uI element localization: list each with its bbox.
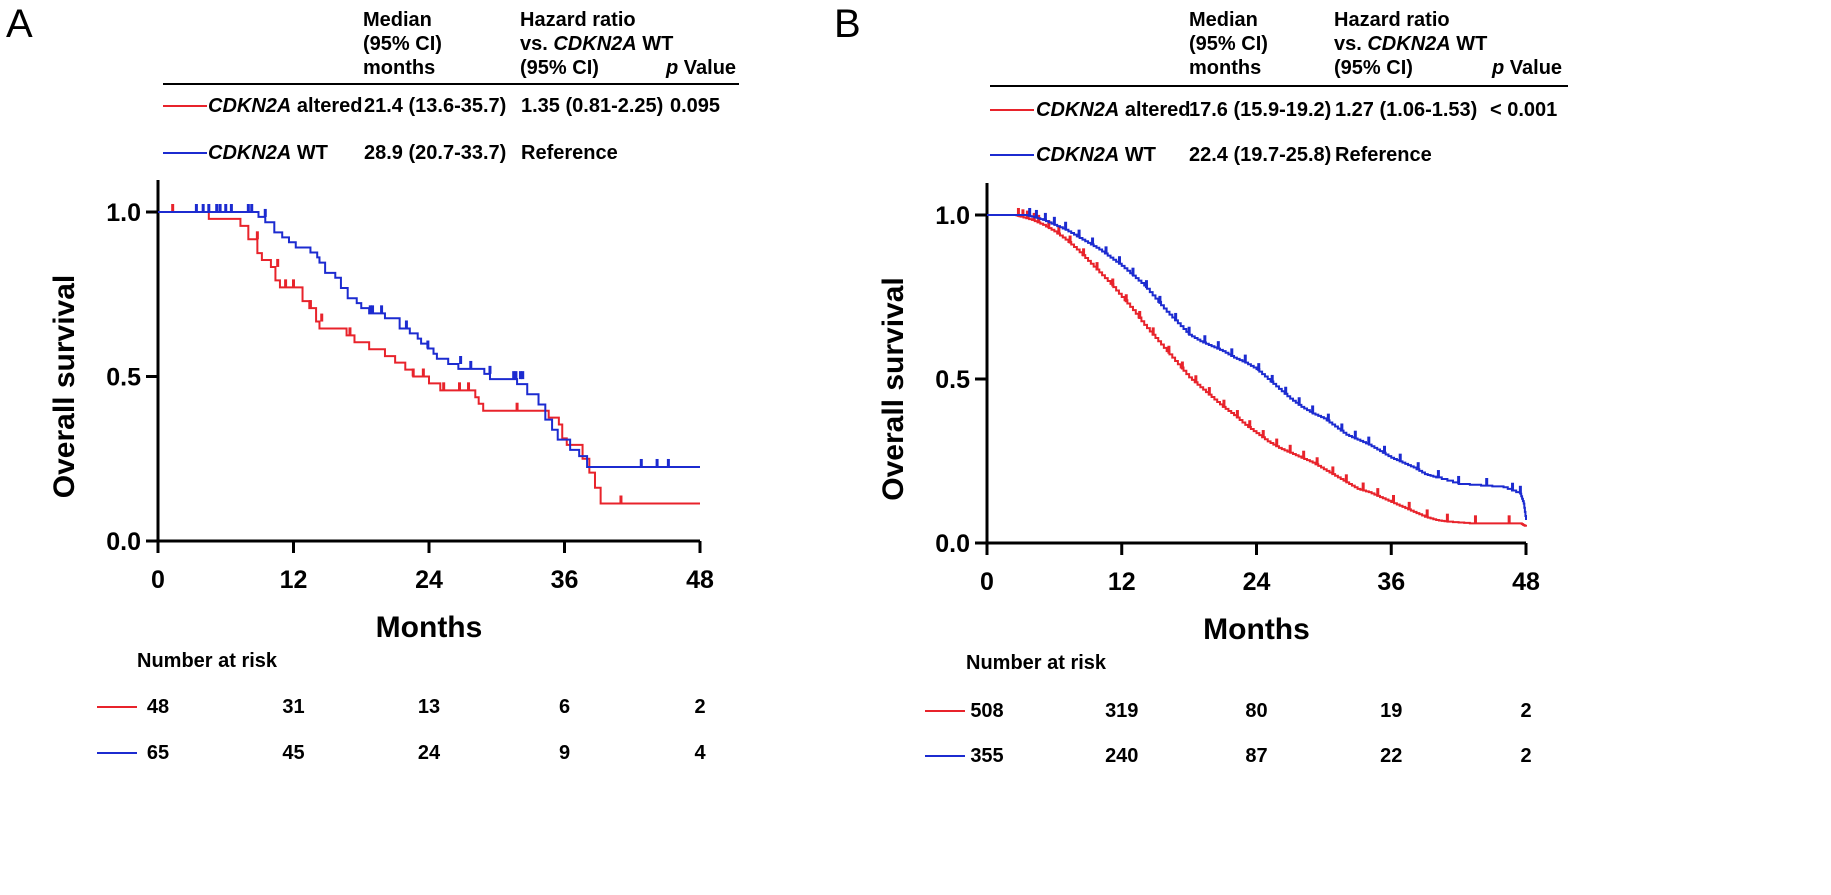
header-hazard-ratio-b: Hazard ratio vs. CDKN2A WT (95% CI) [1334,9,1488,79]
x-tick-label: 48 [686,566,714,594]
x-axis-label: Months [376,611,483,644]
at-risk-altered: 2 [1520,700,1532,722]
x-axis-label: Months [1203,613,1310,646]
x-tick-label: 36 [1377,568,1405,596]
at-risk-wt: 240 [1105,745,1139,767]
header-p-value: p Value [666,57,737,79]
hazard-altered-b: 1.27 (1.06-1.53) [1335,99,1478,121]
panel-letter-a: A [6,2,33,46]
at-risk-wt: 87 [1245,745,1268,767]
at-risk-altered: 19 [1380,700,1403,722]
header-p-value-b: p Value [1492,57,1563,79]
median-wt: 28.9 (20.7-33.7) [364,142,507,164]
at-risk-altered: 508 [970,700,1004,722]
panel-a: A Median (95% CI) months Hazard ratio vs… [0,0,915,895]
panel-b: B Median (95% CI) months Hazard ratio vs… [834,0,1831,895]
median-altered-b: 17.6 (15.9-19.2) [1189,99,1332,121]
header-median-b: Median (95% CI) months [1189,9,1268,79]
y-tick-label: 1.0 [935,202,970,230]
header-median: Median (95% CI) months [363,9,442,79]
p-value-altered: 0.095 [670,95,721,117]
p-value-altered-b: < 0.001 [1490,99,1558,121]
at-risk-altered: 48 [146,696,170,718]
at-risk-wt: 24 [417,742,441,764]
x-tick-label: 24 [1243,568,1271,596]
x-tick-label: 0 [980,568,994,596]
km-plot-b: 0 12 24 36 48 0.0 0.5 1.0 Months Overall survival [877,183,1540,646]
at-risk-wt: 65 [146,742,170,764]
hazard-wt: Reference [521,142,618,164]
at-risk-wt: 355 [970,745,1004,767]
km-plot-a: 0 12 24 36 48 0.0 0.5 1.0 Months Overall survival [48,180,714,644]
km-curve-wt [158,211,700,468]
at-risk-wt: 45 [282,742,305,764]
hazard-altered: 1.35 (0.81-2.25) [521,95,664,117]
y-tick-label: 0.0 [106,528,141,556]
y-tick-label: 0.0 [935,530,970,558]
km-curve-altered [158,211,700,505]
at-risk-altered: 6 [558,696,571,718]
header-hazard-ratio: Hazard ratio vs. CDKN2A WT (95% CI) [520,9,674,79]
header-rule-b [990,85,1568,87]
at-risk-wt: 4 [694,742,706,764]
risk-line-altered-b [925,710,965,712]
x-tick-label: 24 [415,566,443,594]
panel-letter-b: B [834,2,861,46]
at-risk-altered: 31 [282,696,305,718]
median-altered: 21.4 (13.6-35.7) [364,95,507,117]
risk-title-a: Number at risk [137,650,278,672]
legend-label-wt-b: CDKN2A WT [1036,144,1156,166]
x-tick-label: 36 [551,566,579,594]
at-risk-altered: 13 [417,696,441,718]
legend-label-altered: CDKN2A altered [208,95,363,117]
x-tick-label: 12 [280,566,308,594]
at-risk-altered: 80 [1245,700,1268,722]
risk-line-wt-a [97,752,137,754]
at-risk-wt: 2 [1520,745,1532,767]
y-axis-label: Overall survival [48,275,81,498]
risk-line-wt-b [925,755,965,757]
risk-line-altered-a [97,706,137,708]
median-wt-b: 22.4 (19.7-25.8) [1189,144,1332,166]
legend-label-wt: CDKN2A WT [208,142,328,164]
at-risk-altered: 319 [1105,700,1139,722]
legend-label-altered-b: CDKN2A altered [1036,99,1191,121]
y-tick-label: 0.5 [935,366,970,394]
x-tick-label: 48 [1512,568,1540,596]
at-risk-altered: 2 [694,696,706,718]
legend-line-wt-b [990,154,1034,156]
legend-line-altered-b [990,109,1034,111]
hazard-wt-b: Reference [1335,144,1432,166]
x-tick-label: 0 [151,566,165,594]
y-axis-label: Overall survival [877,277,910,500]
km-curve-wt [987,214,1527,521]
risk-title-b: Number at risk [966,652,1107,674]
x-tick-label: 12 [1108,568,1136,596]
y-tick-label: 1.0 [106,199,141,227]
legend-line-wt [163,152,207,154]
y-tick-label: 0.5 [106,364,141,392]
header-rule [163,83,739,85]
at-risk-wt: 22 [1380,745,1403,767]
legend-line-altered [163,105,207,107]
at-risk-wt: 9 [558,742,571,764]
